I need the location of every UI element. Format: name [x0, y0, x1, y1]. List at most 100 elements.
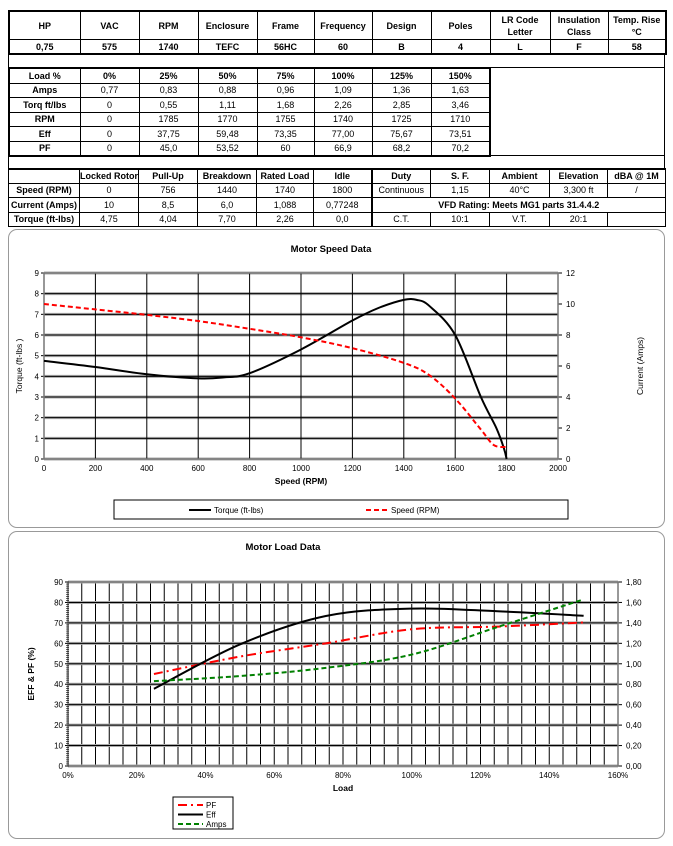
cell: 75,67 — [371, 126, 432, 142]
x-tick-label: 0 — [42, 464, 47, 473]
x-tick-label: 800 — [243, 464, 257, 473]
spec-header: VAC — [79, 10, 140, 40]
cell: 1770 — [197, 111, 258, 127]
spec-header: Design — [371, 10, 432, 40]
x-tick-label: 1200 — [344, 464, 362, 473]
y2-tick-label: 1,20 — [626, 639, 642, 648]
cell: 20:1 — [549, 211, 608, 227]
cell: 0,0 — [313, 211, 373, 227]
cell: 0,77248 — [313, 197, 373, 213]
cell: 1725 — [371, 111, 432, 127]
row-label: Torq ft/lbs — [8, 97, 81, 113]
y-tick-label: 20 — [54, 721, 63, 730]
spec-header: Insulation Class — [549, 10, 609, 40]
x-tick-label: 0% — [62, 771, 74, 780]
cell: 1800 — [313, 182, 373, 198]
cell: 1785 — [138, 111, 199, 127]
y2-tick-label: 0,80 — [626, 680, 642, 689]
x-tick-label: 100% — [402, 771, 422, 780]
load-table: Load % 0% 25% 50% 75% 100% 125% 150% Amps 0,77 0,8… — [8, 67, 491, 157]
vfd-rating: VFD Rating: Meets MG1 parts 31.4.4.2 — [371, 197, 666, 213]
table-row: Eff 0 37,75 59,48 73,35 77,00 75,67 73,51 — [8, 126, 491, 142]
cell: 0,83 — [138, 82, 199, 98]
x-axis-label: Load — [333, 783, 353, 793]
cell: 7,70 — [197, 211, 257, 227]
cell: 37,75 — [138, 126, 199, 142]
x-tick-label: 1000 — [292, 464, 310, 473]
row-label: Torque (ft-lbs) — [8, 211, 80, 227]
cell: 1755 — [256, 111, 315, 127]
cell: 150% — [430, 67, 491, 84]
cell — [607, 211, 666, 227]
y2-tick-label: 4 — [566, 393, 571, 402]
x-tick-label: 600 — [192, 464, 206, 473]
x-tick-label: 200 — [89, 464, 103, 473]
legend-label: Torque (ft-lbs) — [214, 506, 264, 515]
spec-value: 60 — [313, 39, 373, 55]
cell: 756 — [138, 182, 198, 198]
y-tick-label: 70 — [54, 619, 63, 628]
spec-value: B — [371, 39, 432, 55]
y2-tick-label: 0,40 — [626, 721, 642, 730]
cell: 25% — [138, 67, 199, 84]
series-line-eff — [153, 607, 584, 690]
table-row: Amps 0,77 0,83 0,88 0,96 1,09 1,36 1,63 — [8, 82, 491, 98]
y-tick-label: 60 — [54, 639, 63, 648]
y-tick-label: 30 — [54, 701, 63, 710]
y-tick-label: 8 — [35, 290, 40, 299]
y-tick-label: 40 — [54, 680, 63, 689]
table-row: RPM 0 1785 1770 1755 1740 1725 1710 — [8, 111, 491, 127]
table-row: Torq ft/lbs 0 0,55 1,11 1,68 2,26 2,85 3,46 — [8, 97, 491, 113]
cell: 1,63 — [430, 82, 491, 98]
y-tick-label: 5 — [35, 352, 40, 361]
spec-value: L — [489, 39, 551, 55]
cell: 4,75 — [79, 211, 139, 227]
x-tick-label: 80% — [335, 771, 351, 780]
column-header: Rated Load — [256, 168, 314, 184]
column-header: Duty — [371, 168, 431, 184]
cell: 66,9 — [313, 140, 373, 157]
motor-load-chart: Motor Load Data 0 10 20 30 40 50 60 70 80 90 0% 20% 4… — [8, 531, 665, 839]
y2-tick-label: 1,40 — [626, 619, 642, 628]
legend-label: PF — [206, 801, 216, 810]
cell: 3,46 — [430, 97, 491, 113]
series-line-pf — [153, 621, 584, 675]
motor-load-chart-svg: Motor Load Data 0 10 20 30 40 50 60 70 80 90 0% 20% 4… — [26, 542, 642, 830]
spec-header: HP — [8, 10, 81, 40]
cell: 6,0 — [197, 197, 257, 213]
y-tick-label: 9 — [35, 269, 40, 278]
spec-value: 0,75 — [8, 39, 81, 55]
cell: 77,00 — [313, 126, 373, 142]
cell: 1740 — [313, 111, 373, 127]
table-row: Locked Rotor Pull-Up Breakdown Rated Load Id… — [8, 168, 666, 184]
cell: 0,55 — [138, 97, 199, 113]
y2-tick-label: 0,20 — [626, 742, 642, 751]
cell: 4,04 — [138, 211, 198, 227]
x-tick-label: 2000 — [549, 464, 567, 473]
y-tick-label: 90 — [54, 578, 63, 587]
y2-tick-label: 0 — [566, 455, 571, 464]
spec-value: 575 — [79, 39, 140, 55]
x-tick-label: 400 — [140, 464, 154, 473]
cell: 1,15 — [430, 182, 490, 198]
cell: 0% — [79, 67, 140, 84]
y-tick-label: 4 — [35, 372, 40, 381]
y-tick-label: 2 — [35, 414, 40, 423]
legend-label: Amps — [206, 820, 226, 829]
y-tick-label: 50 — [54, 660, 63, 669]
x-tick-label: 40% — [197, 771, 213, 780]
y-axis-label: Torque (ft-lbs ) — [14, 338, 24, 393]
x-tick-label: 1600 — [446, 464, 464, 473]
chart-title: Motor Load Data — [246, 542, 322, 553]
cell: V.T. — [489, 211, 550, 227]
cell: 0 — [79, 182, 139, 198]
cell: 3,300 ft — [549, 182, 608, 198]
legend-label: Speed (RPM) — [391, 506, 440, 515]
spec-header: Poles — [430, 10, 491, 40]
table-row: Speed (RPM) 0 756 1440 1740 1800 Continuous 1,1… — [8, 182, 666, 198]
cell: 53,52 — [197, 140, 258, 157]
cell: 2,26 — [256, 211, 314, 227]
cell: 0,88 — [197, 82, 258, 98]
x-tick-label: 120% — [470, 771, 490, 780]
series-line-speed-rpm- — [43, 303, 507, 449]
